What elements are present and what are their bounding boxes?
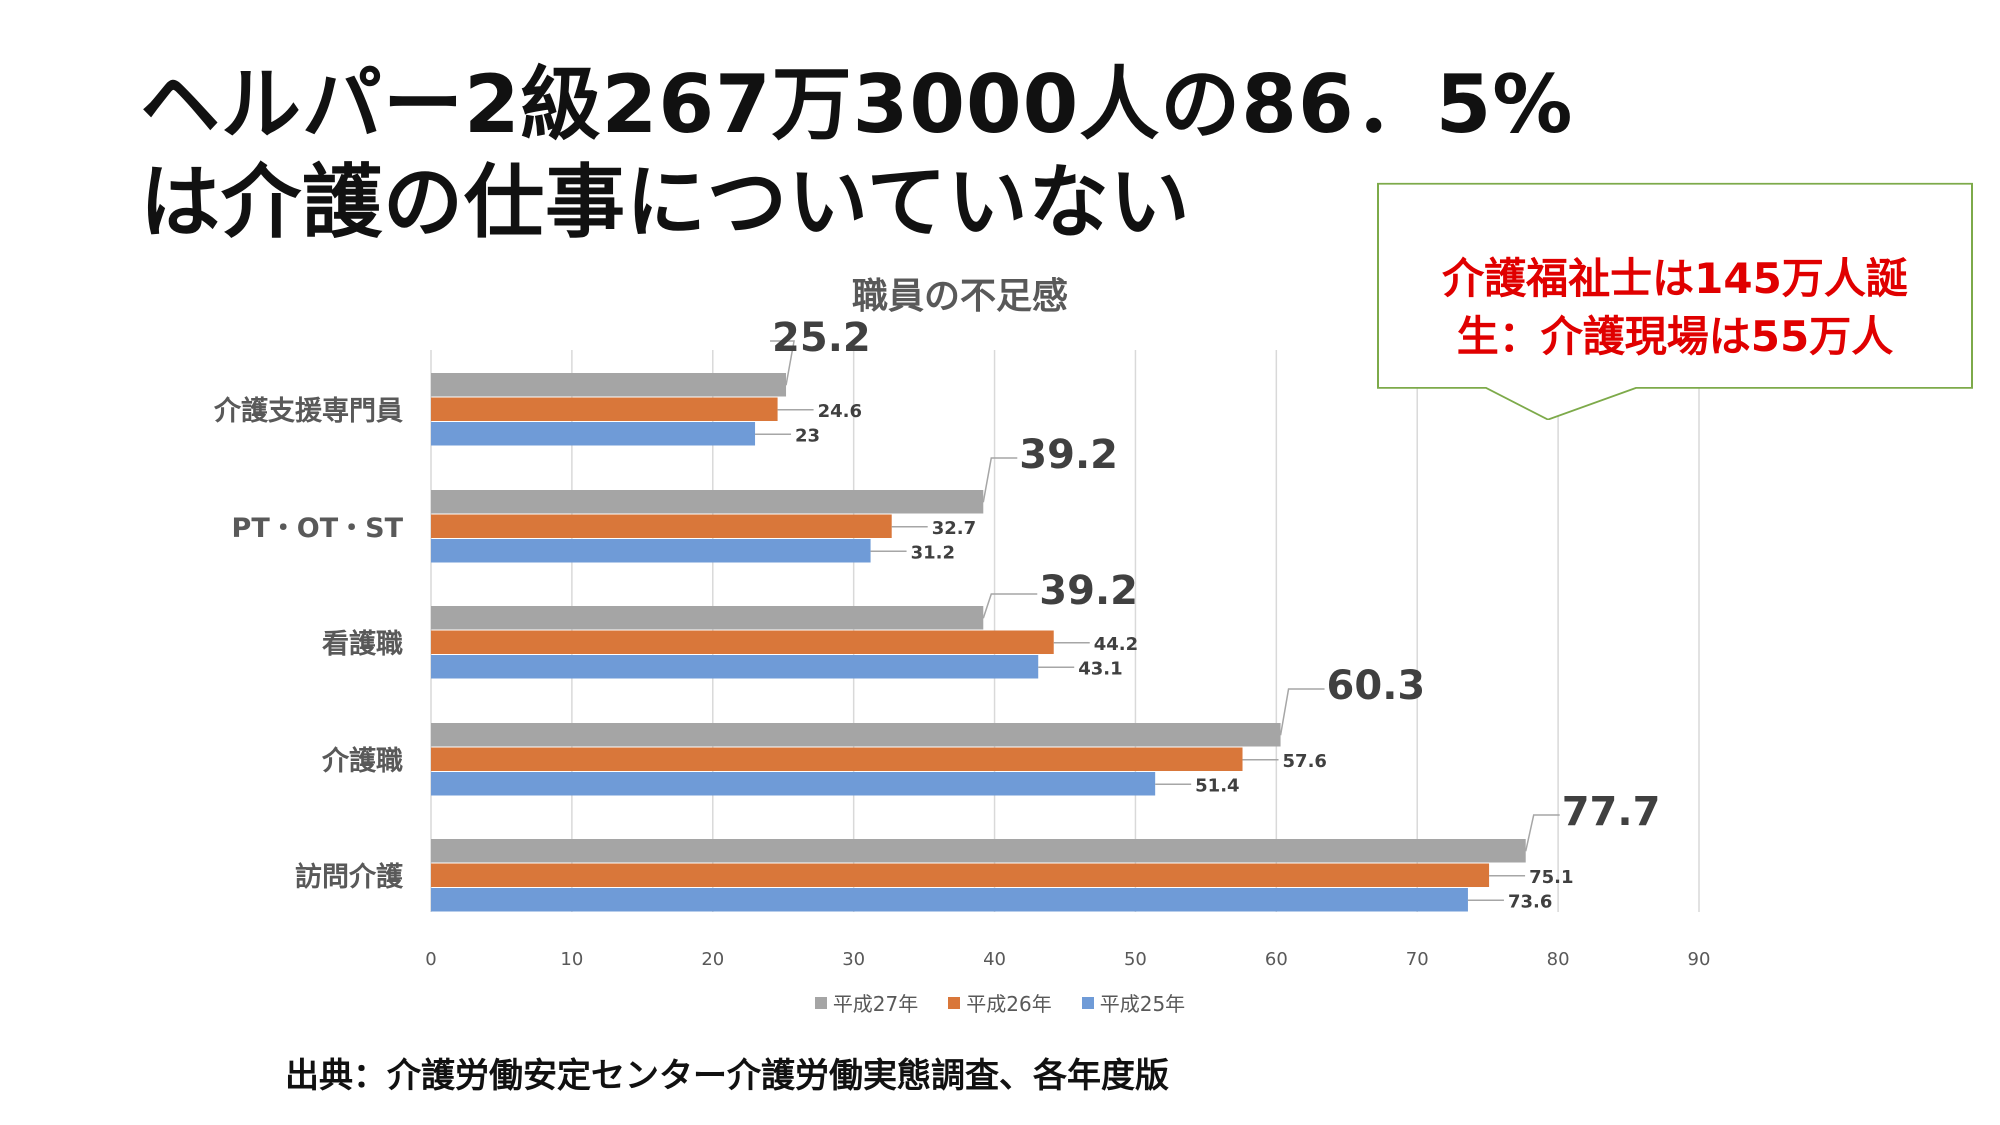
data-label: 23 xyxy=(795,425,820,446)
legend-swatch xyxy=(1081,996,1094,1009)
callout-text: 介護福祉士は145万人誕 生：介護現場は55万人 xyxy=(1376,250,1974,366)
x-tick-label: 30 xyxy=(842,949,865,970)
x-tick-label: 40 xyxy=(983,949,1006,970)
category-label: 介護職 xyxy=(321,745,403,777)
data-label: 77.7 xyxy=(1562,789,1661,835)
data-label: 32.7 xyxy=(932,518,976,539)
x-tick-label: 70 xyxy=(1406,949,1429,970)
x-tick-label: 90 xyxy=(1688,949,1711,970)
bar xyxy=(431,539,871,563)
legend-label: 平成25年 xyxy=(1099,992,1186,1016)
category-label: 訪問介護 xyxy=(295,861,404,893)
chart-legend: 平成27年 平成26年 平成25年 xyxy=(0,988,2000,1017)
data-label: 60.3 xyxy=(1327,663,1426,709)
x-tick-label: 10 xyxy=(560,949,583,970)
bar xyxy=(431,373,787,397)
bar xyxy=(431,723,1281,747)
data-label: 25.2 xyxy=(772,315,871,361)
legend-label: 平成27年 xyxy=(832,992,919,1016)
legend-label: 平成26年 xyxy=(966,992,1052,1016)
bar xyxy=(431,772,1156,796)
data-label: 24.6 xyxy=(818,401,862,422)
bar xyxy=(431,630,1054,654)
x-tick-label: 20 xyxy=(701,949,724,970)
data-label: 39.2 xyxy=(1019,432,1118,478)
legend-swatch xyxy=(814,996,827,1009)
leader-line xyxy=(1524,814,1560,852)
bar xyxy=(431,422,756,446)
leader-line xyxy=(982,593,1038,619)
bar xyxy=(431,888,1468,912)
headline-line-1: ヘルパー2級267万3000人の86．5% xyxy=(140,58,1574,151)
source-note: 出典：介護労働安定センター介護労働実態調査、各年度版 xyxy=(285,1056,1169,1096)
x-tick-label: 60 xyxy=(1265,949,1288,970)
bar xyxy=(431,606,984,630)
data-label: 57.6 xyxy=(1283,751,1327,772)
legend-item: 平成27年 xyxy=(814,988,919,1017)
callout-shape xyxy=(1377,182,1973,420)
category-label: 看護職 xyxy=(322,628,403,660)
data-label: 73.6 xyxy=(1508,891,1552,912)
data-label: 31.2 xyxy=(911,542,955,563)
legend-item: 平成26年 xyxy=(948,988,1052,1017)
bar xyxy=(431,747,1243,771)
category-label: 介護支援専門員 xyxy=(213,395,403,427)
data-label: 51.4 xyxy=(1195,775,1239,796)
leader-line xyxy=(770,340,795,386)
bar xyxy=(431,514,892,538)
bar xyxy=(431,397,778,421)
headline-line-2: は介護の仕事についていない xyxy=(140,156,1191,249)
leader-line xyxy=(1279,688,1325,736)
callout-line-2: 生：介護現場は55万人 xyxy=(1456,312,1894,361)
data-label: 43.1 xyxy=(1078,658,1122,679)
data-label: 44.2 xyxy=(1094,634,1138,655)
bar xyxy=(431,839,1526,863)
chart-title: 職員の不足感 xyxy=(851,276,1068,317)
leader-line xyxy=(982,457,1018,503)
callout-box: 介護福祉士は145万人誕 生：介護現場は55万人 xyxy=(1376,182,1974,420)
x-tick-label: 50 xyxy=(1124,949,1147,970)
callout-line-1: 介護福祉士は145万人誕 xyxy=(1442,254,1908,303)
bar xyxy=(431,863,1490,887)
bar xyxy=(431,655,1039,679)
bar xyxy=(431,490,984,514)
x-tick-label: 0 xyxy=(425,949,436,970)
x-tick-label: 80 xyxy=(1547,949,1570,970)
legend-swatch xyxy=(948,996,961,1009)
legend-item: 平成25年 xyxy=(1081,988,1186,1017)
data-label: 75.1 xyxy=(1529,867,1573,888)
category-label: PT・OT・ST xyxy=(232,513,404,544)
data-label: 39.2 xyxy=(1039,568,1138,614)
